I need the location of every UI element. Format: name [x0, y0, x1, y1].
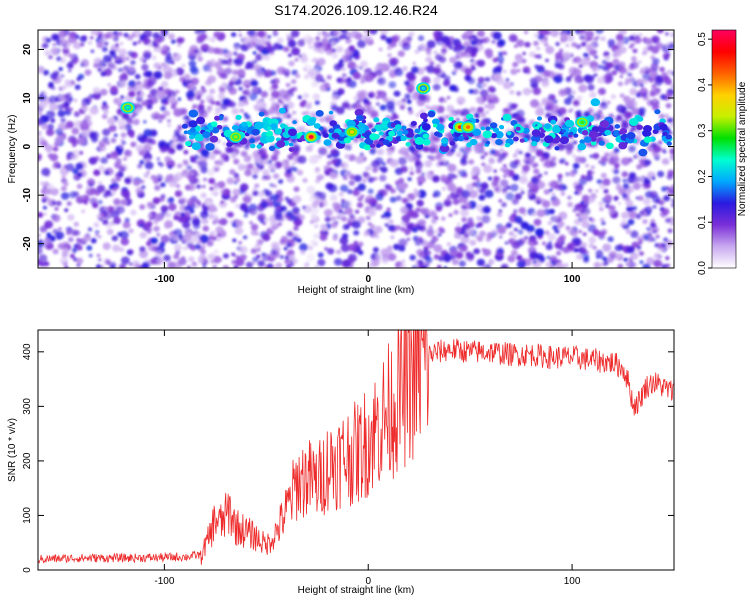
y-tick-label: 0	[22, 143, 33, 149]
y-tick-label: 400	[22, 343, 33, 360]
snr-x-axis-label: Height of straight line (km)	[298, 585, 415, 596]
y-tick-label: 10	[22, 92, 33, 104]
x-tick-label: 0	[365, 576, 371, 587]
snr-ticks: -100 0 100 0 100 200 300 400	[22, 330, 674, 587]
colorbar-tick-label: 0.5	[697, 32, 708, 46]
y-tick-label: -20	[22, 236, 33, 251]
colorbar-tick-label: 0.4	[697, 78, 708, 92]
spectrogram-y-axis-label: Frequency (Hz)	[7, 115, 18, 184]
spectrogram-peak	[120, 101, 135, 114]
spectrogram-peak	[575, 116, 590, 129]
spectrogram-noise	[38, 30, 674, 268]
spectrogram-image	[38, 30, 674, 268]
colorbar-tick-label: 0.0	[697, 261, 708, 275]
colorbar-label: Normalized spectral amplitude	[737, 81, 748, 216]
snr-frame	[37, 329, 675, 571]
colorbar-tick-label: 0.2	[697, 169, 708, 183]
spectrogram-peak	[416, 82, 431, 95]
x-tick-label: -100	[154, 576, 174, 587]
x-tick-label: -100	[154, 274, 174, 285]
spectrogram-peak	[344, 126, 360, 138]
snr-series-line	[38, 330, 674, 565]
colorbar-frame	[711, 29, 737, 269]
spectrogram-x-axis-label: Height of straight line (km)	[298, 285, 415, 296]
snr-y-axis-label: SNR (10 * v/v)	[7, 418, 18, 482]
colorbar-ticks: 0.0 0.1 0.2 0.3 0.4 0.5	[697, 32, 712, 275]
colorbar-tick-label: 0.3	[697, 123, 708, 137]
x-tick-label: 100	[564, 274, 581, 285]
snr-panel: -100 0 100 0 100 200 300 400 Height of straight…	[7, 329, 675, 596]
y-tick-label: 200	[22, 452, 33, 469]
colorbar-gradient	[712, 30, 736, 268]
spectrogram-peak	[460, 121, 476, 134]
spectrogram-peak	[304, 130, 319, 143]
y-tick-label: 300	[22, 398, 33, 415]
y-tick-label: 100	[22, 507, 33, 524]
x-tick-label: 100	[564, 576, 581, 587]
y-tick-label: 0	[22, 567, 33, 573]
x-tick-label: 0	[365, 274, 371, 285]
colorbar: 0.0 0.1 0.2 0.3 0.4 0.5 Normalized spectral a…	[697, 29, 748, 275]
colorbar-tick-label: 0.1	[697, 215, 708, 229]
chart-title: S174.2026.109.12.46.R24	[274, 2, 438, 18]
y-tick-label: -10	[22, 187, 33, 202]
spectrogram-frame	[37, 29, 675, 269]
y-tick-label: 20	[22, 43, 33, 55]
spectrogram-peak	[228, 130, 243, 143]
